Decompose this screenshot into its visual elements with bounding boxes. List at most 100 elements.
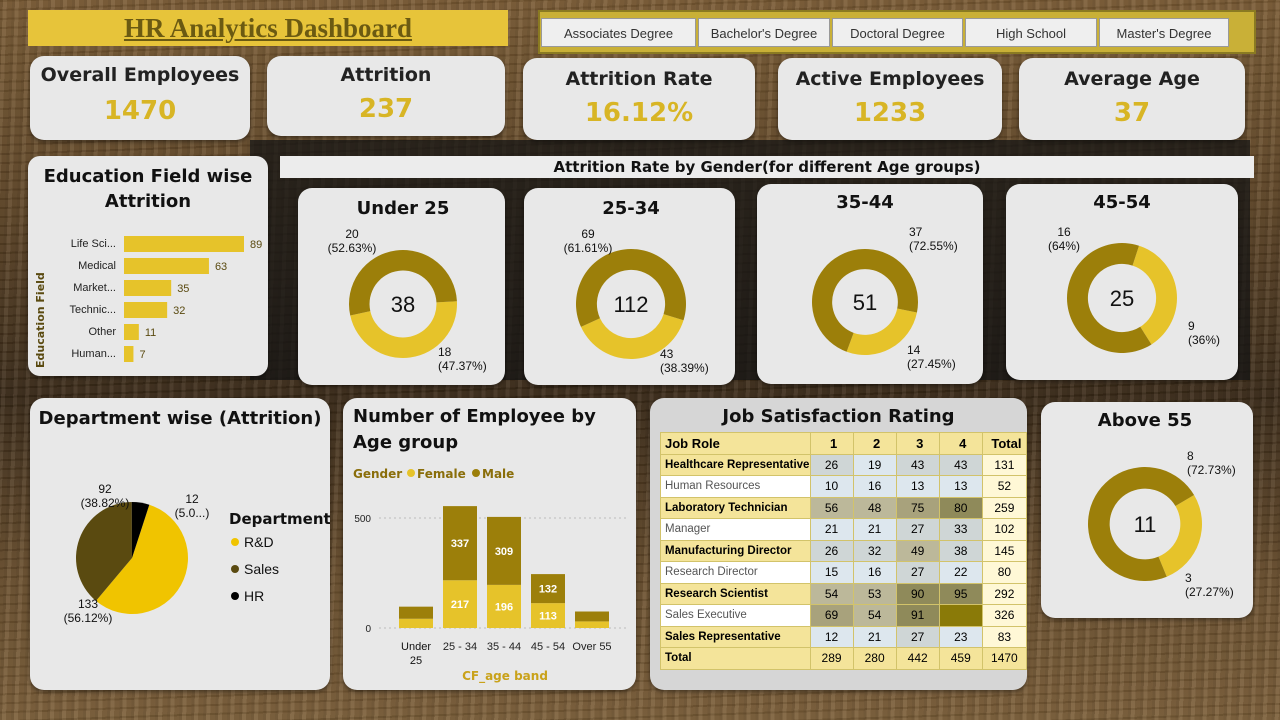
- edu-category-label: Life Sci...: [71, 238, 116, 250]
- donut-slice-female: [580, 314, 684, 359]
- table-header-cell: Job Role: [660, 432, 811, 455]
- table-value-cell: 32: [852, 539, 897, 562]
- table-value-cell: 48: [852, 496, 897, 519]
- table-value-cell: 75: [895, 496, 940, 519]
- pie-slice-hr: [131, 502, 150, 558]
- table-value-cell: 54: [852, 604, 897, 627]
- x-axis-label: CF_age band: [462, 669, 548, 684]
- axis-label-education-field: Education Field: [34, 272, 47, 368]
- donut-slice-male: [1088, 467, 1195, 581]
- x-tick-label: 35 - 44: [487, 641, 521, 653]
- donut-label-male: 20 (52.63%): [328, 227, 377, 255]
- gender-section-title: Attrition Rate by Gender(for different A…: [280, 156, 1254, 178]
- table-value-cell: 19: [852, 453, 897, 476]
- edu-value-label: 11: [145, 327, 156, 339]
- table-value-cell: 54: [809, 582, 854, 605]
- y-tick-label: 0: [365, 624, 371, 635]
- table-value-cell: 102: [981, 518, 1028, 541]
- edu-value-label: 7: [139, 349, 145, 361]
- table-value-cell: 10: [809, 475, 854, 498]
- table-value-cell: 69: [809, 604, 854, 627]
- table-value-cell: 326: [981, 604, 1028, 627]
- kpi-value: 1233: [853, 98, 927, 128]
- bar-male: [487, 516, 521, 585]
- x-tick-label: Under 25: [401, 641, 431, 667]
- donut-center-total: 38: [391, 292, 415, 317]
- donut-chart-under-25: Under 25 38 20 (52.63%) 18 (47.37%): [328, 198, 487, 373]
- donut-chart-45-54: 45-54 25 16 (64%) 9 (36%): [1048, 192, 1220, 353]
- table-value-cell: 27: [895, 561, 940, 584]
- table-value-cell: 13: [938, 475, 983, 498]
- table-header-cell: Total: [981, 432, 1028, 455]
- table-value-cell: 26: [809, 539, 854, 562]
- donut-slice-male: [576, 248, 686, 327]
- table-row: Manager 21 21 27 33 102: [660, 518, 1028, 541]
- kpi-card-average-age: Average Age 37: [1019, 58, 1245, 140]
- table-value-cell: 43: [938, 453, 983, 476]
- table-value-cell: 53: [852, 582, 897, 605]
- bar-female: [443, 580, 477, 628]
- donut-slice-male: [349, 249, 457, 316]
- legend-marker-female: [407, 469, 415, 477]
- slicer-associates-degree[interactable]: Associates Degree: [541, 18, 696, 47]
- bar-female: [575, 621, 609, 628]
- table-value-cell: 83: [981, 625, 1028, 648]
- bar-female: [531, 603, 565, 628]
- table-header-cell: 4: [938, 432, 983, 455]
- kpi-card-attrition: Attrition 237: [267, 56, 505, 136]
- donut-card-35-44: 35-44 51 37 (72.55%) 14 (27.45%): [757, 184, 983, 384]
- slicer-doctoral-degree[interactable]: Doctoral Degree: [832, 18, 963, 47]
- table-role-cell: Healthcare Representative: [660, 453, 811, 476]
- donut-chart-35-44: 35-44 51 37 (72.55%) 14 (27.45%): [812, 192, 958, 371]
- age-group-card: Number of Employee by Age group Gender Fe…: [343, 398, 636, 690]
- donut-slice-female: [1132, 245, 1177, 345]
- department-card: Department wise (Attrition) 133 (56.12%) 92…: [30, 398, 331, 690]
- table-role-cell: Human Resources: [660, 475, 811, 498]
- table-value-cell: 33: [938, 518, 983, 541]
- bar-male: [531, 574, 565, 604]
- kpi-label: Average Age: [1064, 68, 1200, 90]
- table-value-cell: 459: [938, 647, 983, 670]
- slicer-bachelors-degree[interactable]: Bachelor's Degree: [698, 18, 830, 47]
- legend-item-label: R&D: [244, 534, 274, 550]
- table-value-cell: 13: [895, 475, 940, 498]
- table-header-cell: 1: [809, 432, 854, 455]
- job-satisfaction-table: Job Role 1 2 3 4 Total Healthcare Representati…: [660, 432, 1028, 670]
- pie-label-hr: 12 (5.0...): [175, 492, 210, 520]
- pie-slice-sales: [76, 502, 132, 601]
- table-value-cell: 23: [938, 625, 983, 648]
- department-title: Department wise (Attrition): [39, 408, 322, 429]
- kpi-card-overall-employees: Overall Employees 1470: [30, 56, 250, 140]
- legend-marker: [231, 592, 239, 600]
- legend-marker: [231, 565, 239, 573]
- donut-center-total: 112: [613, 292, 648, 317]
- table-value-cell: 43: [895, 453, 940, 476]
- donut-slice-female: [846, 308, 917, 355]
- table-role-cell: Manager: [660, 518, 811, 541]
- donut-label-female: 43 (38.39%): [660, 347, 709, 375]
- kpi-value: 1470: [103, 96, 177, 126]
- table-row: Research Scientist 54 53 90 95 292: [660, 582, 1028, 605]
- donut-slice-male: [1067, 243, 1152, 353]
- y-tick-label: 500: [354, 514, 371, 525]
- edu-value-label: 32: [173, 305, 185, 317]
- kpi-card-active-employees: Active Employees 1233: [778, 58, 1002, 140]
- pie-slice-rd: [95, 504, 188, 614]
- table-value-cell: 280: [852, 647, 897, 670]
- slicer-high-school[interactable]: High School: [965, 18, 1097, 47]
- table-value-cell: 12: [809, 625, 854, 648]
- donut-card-under-25: Under 25 38 20 (52.63%) 18 (47.37%): [298, 188, 505, 385]
- education-field-card: Education Field wise Attrition Education…: [28, 156, 268, 376]
- bar-male: [575, 611, 609, 622]
- legend-marker: [231, 538, 239, 546]
- edu-bar: [124, 346, 134, 362]
- x-tick-label: 25 - 34: [443, 641, 477, 653]
- table-row: Manufacturing Director 26 32 49 38 145: [660, 539, 1028, 562]
- edu-category-label: Technic...: [70, 304, 116, 316]
- table-value-cell: 16: [852, 561, 897, 584]
- slicer-masters-degree[interactable]: Master's Degree: [1099, 18, 1229, 47]
- x-tick-label: Over 55: [572, 641, 611, 653]
- table-value-cell: 27: [895, 518, 940, 541]
- donut-card-above-55: Above 55 11 8 (72.73%) 3 (27.27%): [1041, 402, 1253, 618]
- table-value-cell: 289: [809, 647, 854, 670]
